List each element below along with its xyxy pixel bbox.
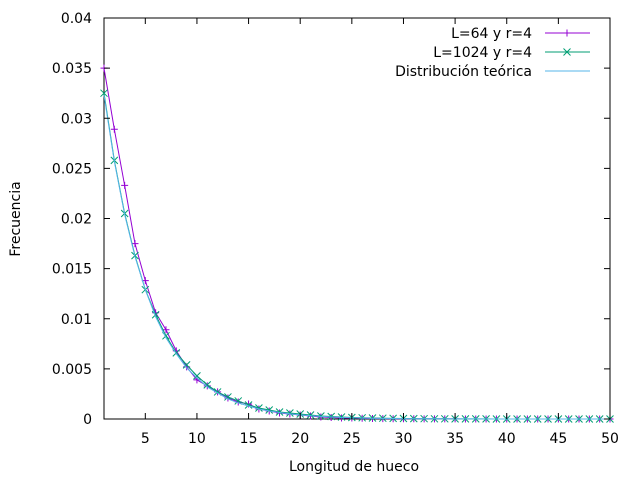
- data-point: [265, 406, 274, 414]
- data-point: [100, 89, 108, 98]
- y-tick-label: 0.03: [61, 111, 92, 127]
- series-line: [103, 95, 611, 420]
- x-tick-label: 30: [395, 431, 413, 447]
- series-3: [103, 95, 611, 420]
- x-axis-label: Longitud de hueco: [289, 459, 419, 475]
- legend-label: L=64 y r=4: [451, 26, 532, 42]
- data-point: [151, 310, 160, 319]
- legend-label: Distribución teórica: [395, 64, 532, 80]
- data-point: [286, 409, 294, 417]
- x-tick-label: 15: [240, 431, 258, 447]
- x-tick-label: 25: [343, 431, 361, 447]
- y-tick-label: 0.005: [52, 362, 92, 378]
- y-tick-label: 0.035: [52, 61, 92, 77]
- data-point: [255, 404, 263, 412]
- legend-label: L=1024 y r=4: [433, 45, 532, 61]
- data-point: [338, 414, 346, 422]
- data-point: [121, 181, 129, 189]
- series-line: [103, 93, 610, 420]
- legend: L=64 y r=4 L=1024 y r=4 Distribución teóri…: [395, 26, 590, 80]
- series-line: [103, 68, 610, 420]
- data-point: [306, 411, 315, 419]
- data-point: [182, 361, 191, 369]
- x-tick-label: 45: [549, 431, 567, 447]
- x-tick-label: 35: [446, 431, 464, 447]
- y-tick-label: 0.025: [52, 161, 92, 177]
- x-tick-label: 20: [291, 431, 309, 447]
- data-point: [131, 240, 139, 248]
- x-tick-label: 10: [188, 431, 206, 447]
- legend-marker: [563, 29, 571, 37]
- data-point: [203, 381, 212, 389]
- series-2: [100, 89, 614, 423]
- data-point: [244, 401, 253, 409]
- data-point: [193, 372, 201, 380]
- series-layer: [100, 64, 614, 423]
- legend-marker: [563, 48, 571, 56]
- x-tick-label: 50: [601, 431, 619, 447]
- data-point: [327, 412, 336, 421]
- axes-layer: 5 10 15 20 25 30 35 40 45 50 0 0.005 0.01 0.015 0.02 0.…: [52, 11, 619, 447]
- series-1: [100, 64, 614, 423]
- data-point: [110, 125, 118, 133]
- data-point: [224, 393, 232, 401]
- x-tick-label: 5: [141, 431, 150, 447]
- y-tick-label: 0.02: [61, 212, 92, 228]
- y-tick-label: 0.015: [52, 262, 92, 278]
- data-point: [162, 326, 170, 334]
- x-tick-label: 40: [498, 431, 516, 447]
- y-tick-label: 0.04: [61, 11, 92, 27]
- y-tick-label: 0: [83, 412, 92, 428]
- y-axis-label: Frecuencia: [8, 181, 24, 256]
- y-tick-label: 0.01: [61, 312, 92, 328]
